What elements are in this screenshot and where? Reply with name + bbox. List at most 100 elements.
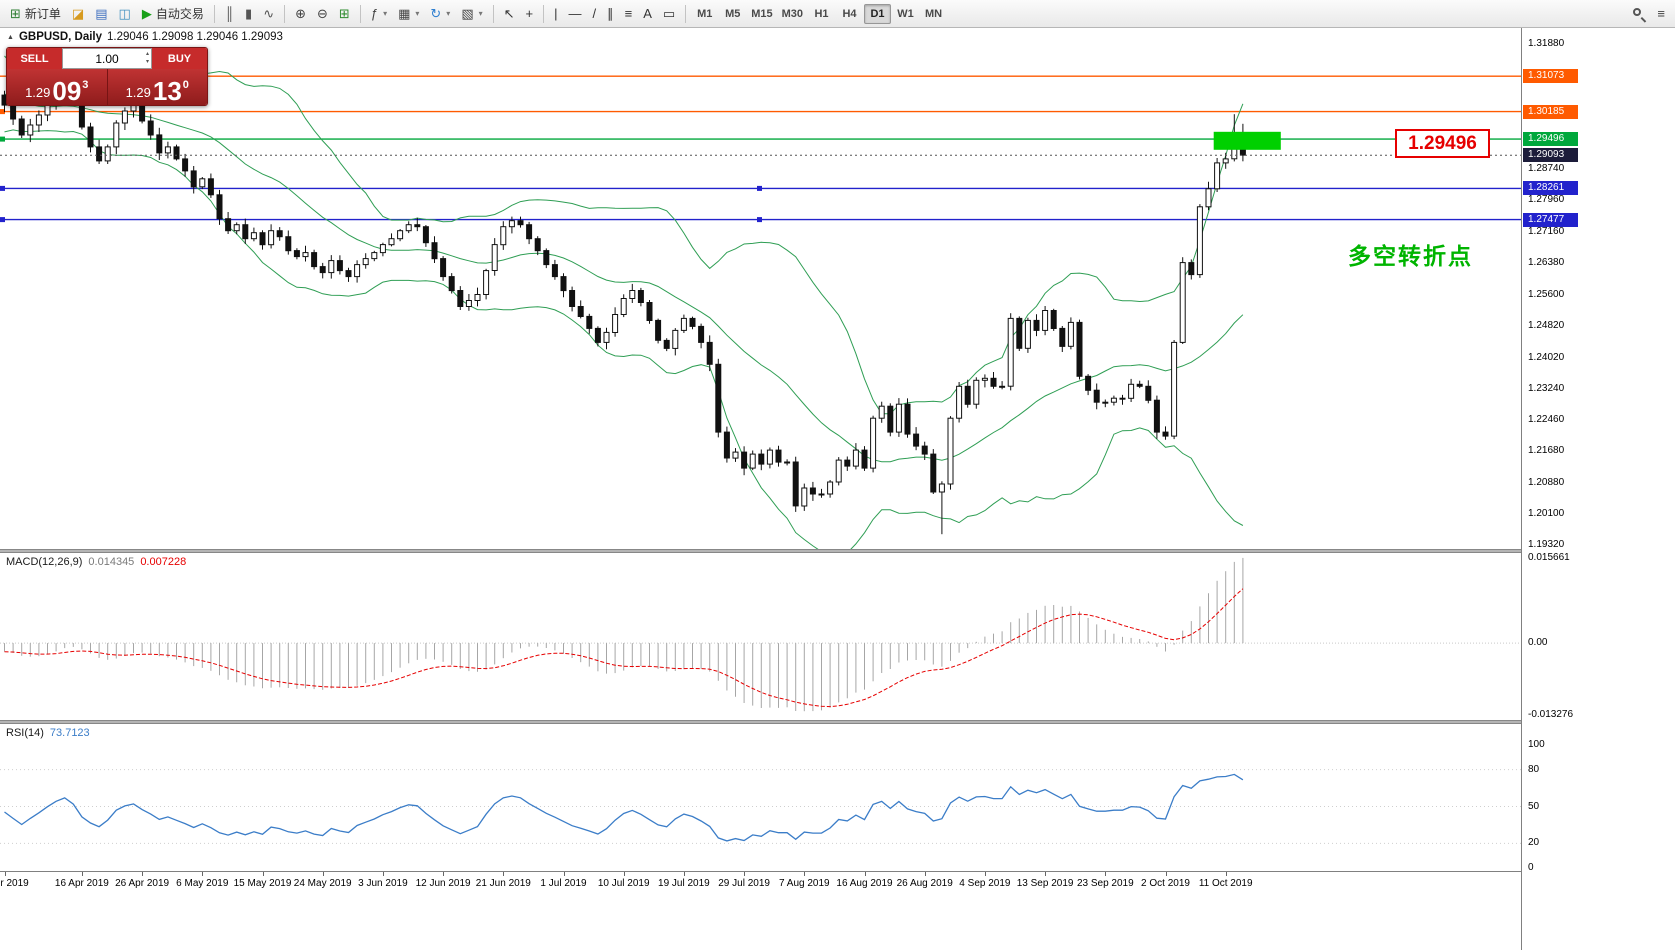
time-axis-tick: [1105, 872, 1107, 876]
timeframe-m15[interactable]: M15: [751, 7, 773, 20]
crosshair-button[interactable]: +: [521, 2, 539, 26]
zoom-out-button[interactable]: ⊖: [312, 2, 333, 26]
bar-chart-button[interactable]: ║: [220, 2, 239, 26]
price-scale-label: 1.26380: [1528, 257, 1565, 269]
volume-value: 1.00: [95, 51, 119, 66]
zoom-in-button[interactable]: ⊕: [290, 2, 311, 26]
macd-name: MACD(12,26,9): [6, 556, 83, 568]
macd-main-value: 0.014345: [88, 556, 135, 568]
line-handle[interactable]: [0, 136, 5, 142]
line-chart-button[interactable]: ∿: [258, 2, 279, 26]
refresh-button[interactable]: ↻ ▾: [425, 2, 455, 26]
rsi-value: 73.7123: [49, 727, 90, 739]
timeframe-h4[interactable]: H4: [842, 7, 857, 20]
sell-price[interactable]: 1.29 09 3: [7, 69, 107, 105]
vertical-line-button[interactable]: |: [549, 2, 562, 26]
chevron-down-icon: ▾: [383, 9, 388, 18]
macd-rsi-splitter[interactable]: [0, 720, 1675, 724]
macd-scale-label: 0.015661: [1528, 551, 1570, 563]
turning-point-note[interactable]: 多空转折点: [1348, 243, 1473, 269]
toolbar-separator: [359, 4, 361, 23]
time-axis-tick: [1045, 872, 1047, 876]
time-axis-label: 24 May 2019: [293, 878, 352, 889]
templates-button[interactable]: ▧ ▾: [456, 2, 487, 26]
price-scale-label: 1.24020: [1528, 351, 1565, 363]
price-scale-label: 1.27160: [1528, 226, 1565, 238]
time-axis[interactable]: 7 Apr 2019 16 Apr 2019 26 Apr 2019 6 May 20…: [0, 871, 1521, 950]
timeframe-d1[interactable]: D1: [864, 3, 892, 24]
main-chart[interactable]: [0, 28, 1522, 549]
chevron-down-icon: ▾: [478, 9, 483, 18]
time-axis-label: 1 Jul 2019: [540, 878, 587, 889]
volume-spinner[interactable]: ▴ ▾: [146, 50, 149, 66]
autotrading-icon: ▶: [141, 6, 152, 21]
time-axis-tick: [623, 872, 625, 876]
text-label-button[interactable]: ▭: [658, 2, 680, 26]
macd-panel[interactable]: [0, 553, 1522, 720]
search-button[interactable]: [1627, 2, 1651, 26]
timeframe-mn[interactable]: MN: [924, 7, 943, 20]
time-axis-label: 29 Jul 2019: [718, 878, 770, 889]
sell-button[interactable]: SELL: [7, 48, 62, 69]
horizontal-line-button[interactable]: —: [564, 2, 587, 26]
macd-scale-label: 0.00: [1528, 637, 1548, 649]
data-window-button[interactable]: ◫: [114, 2, 136, 26]
line-handle[interactable]: [757, 217, 762, 223]
line-handle[interactable]: [0, 109, 5, 115]
highlight-rectangle-object[interactable]: [1213, 131, 1281, 150]
line-handle[interactable]: [757, 185, 762, 191]
macd-signal-value: 0.007228: [140, 556, 187, 568]
profiles-button[interactable]: ▤: [90, 2, 112, 26]
time-axis-tick: [202, 872, 204, 876]
time-axis-label: 7 Apr 2019: [0, 878, 29, 889]
menu-button[interactable]: ≡: [1652, 2, 1670, 26]
line-handle[interactable]: [0, 185, 5, 191]
spinner-down-icon[interactable]: ▾: [145, 59, 149, 65]
candlestick-icon: ▮: [245, 6, 253, 21]
time-axis-label: 16 Aug 2019: [836, 878, 893, 889]
time-axis-tick: [81, 872, 83, 876]
timeframe-h1[interactable]: H1: [814, 7, 829, 20]
menu-icon: ≡: [1657, 6, 1665, 21]
price-scale[interactable]: 1.31880 1.28740 1.27960 1.27160 1.26380 1.256…: [1521, 28, 1675, 950]
chart-marker-icon: ▲: [7, 33, 14, 41]
line-handle[interactable]: [0, 217, 5, 223]
text-button[interactable]: A: [638, 2, 657, 26]
time-axis-label: 4 Sep 2019: [959, 878, 1011, 889]
timeframe-m5[interactable]: M5: [725, 7, 741, 20]
indicators-button[interactable]: ƒ ▾: [366, 2, 392, 26]
toolbar: ⊞ 新订单 ◪ ▤ ◫ ▶ 自动交易 ║ ▮ ∿ ⊕ ⊖ ⊞ ƒ ▾ ▦ ▾ ↻ ▾ ▧ ▾ ↖ + | — / ∥ ≡ A ▭ M1 M5 M…: [0, 0, 1675, 28]
timeframe-m30[interactable]: M30: [781, 7, 804, 20]
new-order-button[interactable]: ⊞ 新订单: [5, 2, 66, 26]
rsi-panel[interactable]: [0, 724, 1522, 871]
price-callout-box[interactable]: 1.29496: [1395, 129, 1490, 158]
chart-macd-splitter[interactable]: [0, 549, 1675, 553]
new-order-icon: ⊞: [10, 6, 21, 21]
fibonacci-button[interactable]: ≡: [620, 2, 638, 26]
autotrading-button[interactable]: ▶ 自动交易: [137, 2, 209, 26]
price-line-badge: 1.29093: [1523, 148, 1578, 163]
candles-layer: [1, 77, 1246, 535]
cursor-button[interactable]: ↖: [499, 2, 520, 26]
profiles-icon: ▤: [95, 6, 108, 21]
timeframe-m1[interactable]: M1: [697, 7, 713, 20]
candlestick-button[interactable]: ▮: [240, 2, 257, 26]
price-scale-label: 1.28740: [1528, 163, 1565, 175]
tile-windows-button[interactable]: ⊞: [334, 2, 355, 26]
buy-price-base: 1.29: [125, 84, 151, 100]
buy-button[interactable]: BUY: [152, 48, 207, 69]
equidistant-channel-button[interactable]: ∥: [602, 2, 619, 26]
macd-histogram: [4, 557, 1244, 712]
spinner-up-icon[interactable]: ▴: [145, 51, 149, 57]
trendline-button[interactable]: /: [588, 2, 602, 26]
volume-input[interactable]: 1.00 ▴ ▾: [62, 48, 152, 69]
periods-button[interactable]: ▦ ▾: [393, 2, 424, 26]
cursor-icon: ↖: [503, 6, 515, 21]
new-chart-button[interactable]: ◪: [67, 2, 89, 26]
time-axis-label: 10 Jul 2019: [597, 878, 650, 889]
timeframe-w1[interactable]: W1: [897, 7, 914, 20]
rsi-scale-label: 0: [1528, 862, 1534, 873]
sell-price-point: 3: [82, 79, 89, 91]
buy-price[interactable]: 1.29 13 0: [106, 69, 208, 105]
